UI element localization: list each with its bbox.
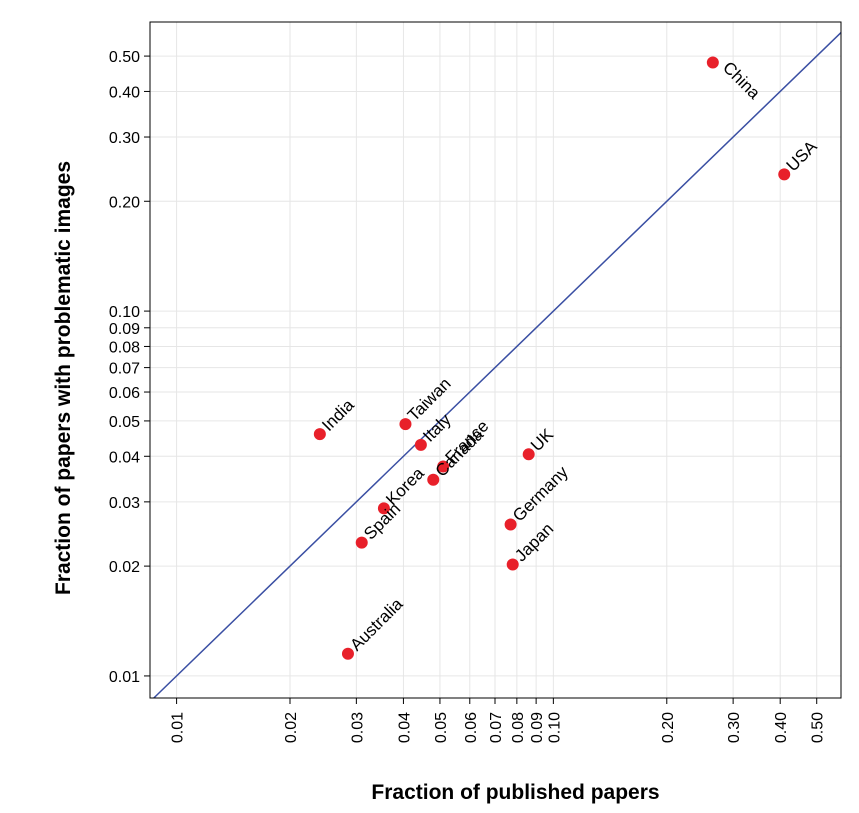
y-axis-label: Fraction of papers with problematic imag… [52, 161, 75, 595]
data-point [506, 558, 519, 571]
x-tick-label: 0.02 [283, 712, 300, 743]
x-axis-label: Fraction of published papers [371, 781, 659, 804]
data-point [437, 460, 450, 473]
x-tick-label: 0.50 [810, 712, 827, 743]
data-point [427, 473, 440, 486]
y-tick-label: 0.08 [109, 339, 140, 356]
x-tick-label: 0.01 [170, 712, 187, 743]
point-label: China [719, 58, 764, 103]
x-tick-label: 0.10 [546, 712, 563, 743]
y-axis: 0.01 0.02 0.03 0.04 0.05 0.06 0.07 0.080.090.10… [109, 49, 150, 686]
data-point [341, 647, 354, 660]
y-tick-label: 0.40 [109, 84, 140, 101]
data-point [778, 168, 791, 181]
x-tick-label: 0.08 [510, 712, 527, 743]
y-tick-label: 0.07 [109, 361, 140, 378]
y-tick-label: 0.05 [109, 414, 140, 431]
x-tick-label: 0.30 [726, 712, 743, 743]
point-label: Germany [509, 462, 572, 525]
point-label: Japan [511, 519, 557, 565]
x-tick-label: 0.20 [660, 712, 677, 743]
x-tick-label: 0.07 [488, 712, 505, 743]
y-tick-label: 0.20 [109, 194, 140, 211]
data-point [313, 428, 326, 441]
grid [150, 22, 841, 698]
x-tick-label: 0.03 [349, 712, 366, 743]
data-point [355, 536, 368, 549]
x-tick-label: 0.05 [433, 712, 450, 743]
data-point [414, 438, 427, 451]
reference-line [153, 32, 842, 699]
x-tick-label: 0.06 [463, 712, 480, 743]
y-tick-label: 0.50 [109, 49, 140, 66]
y-tick-label: 0.06 [109, 385, 140, 402]
y-tick-label: 0.30 [109, 130, 140, 147]
y-tick-label: 0.09 [109, 321, 140, 338]
y-tick-label: 0.10 [109, 304, 140, 321]
y-tick-label: 0.04 [109, 449, 140, 466]
y-tick-label: 0.01 [109, 669, 140, 686]
y-tick-label: 0.03 [109, 495, 140, 512]
data-point [504, 518, 517, 531]
data-point [706, 56, 719, 69]
data-point [522, 448, 535, 461]
point-label: India [318, 395, 358, 435]
x-tick-label: 0.40 [773, 712, 790, 743]
x-tick-label: 0.09 [529, 712, 546, 743]
point-label: Australia [346, 594, 407, 655]
data-point [399, 418, 412, 431]
x-axis: 0.01 0.02 0.03 0.04 0.05 0.06 0.07 0.08 0.09 0.10… [170, 698, 827, 743]
x-tick-label: 0.04 [396, 712, 413, 743]
data-point [377, 502, 390, 515]
point-label: USA [783, 137, 822, 176]
y-tick-label: 0.02 [109, 559, 140, 576]
